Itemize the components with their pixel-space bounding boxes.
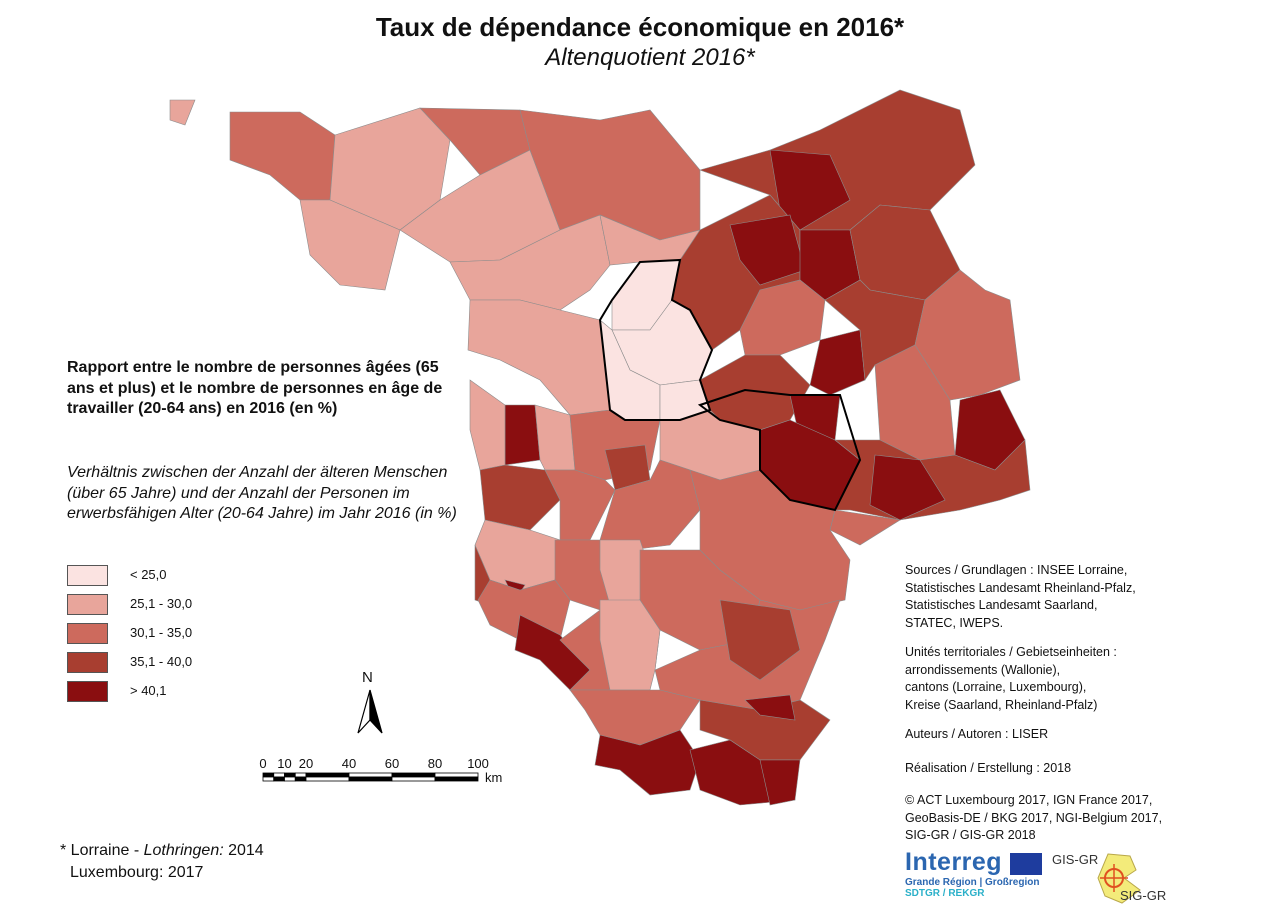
legend-swatch <box>67 594 108 615</box>
sources-block: Sources / Grundlagen : INSEE Lorraine, St… <box>905 563 1136 630</box>
scale-tick-label: 10 <box>277 756 292 771</box>
north-label: N <box>362 669 373 686</box>
map-region <box>769 149 851 231</box>
map-region <box>809 329 866 396</box>
scale-unit-label: km <box>485 770 503 785</box>
map-region <box>229 111 336 201</box>
scale-tick-label: 60 <box>384 756 400 771</box>
eu-flag-icon <box>1010 853 1042 875</box>
legend-swatch <box>67 681 108 702</box>
map-region <box>759 759 801 806</box>
legend-label: 30,1 - 35,0 <box>130 625 193 640</box>
map-title: Taux de dépendance économique en 2016* <box>375 12 905 42</box>
legend-subtitle: Verhältnis zwischen der Anzahl der älter… <box>67 464 457 522</box>
map-region <box>699 89 976 231</box>
authors-line: Auteurs / Autoren : LISER <box>905 727 1049 741</box>
legend-label: > 40,1 <box>130 683 167 698</box>
scale-bar <box>262 772 479 782</box>
legend-title: Rapport entre le nombre de personnes âgé… <box>67 359 443 417</box>
north-arrow-icon <box>357 689 383 734</box>
scale-tick-label: 40 <box>341 756 357 771</box>
realisation-line: Réalisation / Erstellung : 2018 <box>905 761 1072 775</box>
map-region <box>569 689 701 746</box>
scale-tick-label: 0 <box>259 756 267 771</box>
map-region <box>544 469 616 541</box>
scale-tick-label: 100 <box>467 756 489 771</box>
legend-label: < 25,0 <box>130 567 167 582</box>
map-region <box>744 694 796 721</box>
country-border <box>697 388 862 512</box>
legend-swatch <box>67 652 108 673</box>
gis-gr-logo: GIS-GR SIG-GR <box>1052 852 1167 904</box>
map-region <box>169 99 196 126</box>
legend-label: 25,1 - 30,0 <box>130 596 193 611</box>
scale-tick-label: 80 <box>427 756 443 771</box>
map-region <box>719 599 801 681</box>
map-region <box>504 404 541 466</box>
legend-swatch <box>67 565 108 586</box>
scale-tick-label: 20 <box>298 756 314 771</box>
legend-label: 35,1 - 40,0 <box>130 654 193 669</box>
map-region <box>599 599 661 691</box>
map-region <box>729 214 806 286</box>
country-border <box>598 258 714 421</box>
units-block: Unités territoriales / Gebietseinheiten … <box>905 645 1117 712</box>
map-region <box>869 454 946 521</box>
legend-swatch <box>67 623 108 644</box>
footnote: * Lorraine - Lothringen: 2014 Luxembourg… <box>60 842 264 881</box>
map-region <box>299 199 401 291</box>
map-region <box>534 404 576 471</box>
map-region <box>594 729 701 796</box>
interreg-logo: Interreg Grande Région | Großregion SDTG… <box>905 848 1042 899</box>
map-subtitle: Altenquotient 2016* <box>545 44 755 71</box>
map-region <box>469 379 506 471</box>
copyright-block: © ACT Luxembourg 2017, IGN France 2017, G… <box>905 793 1163 842</box>
